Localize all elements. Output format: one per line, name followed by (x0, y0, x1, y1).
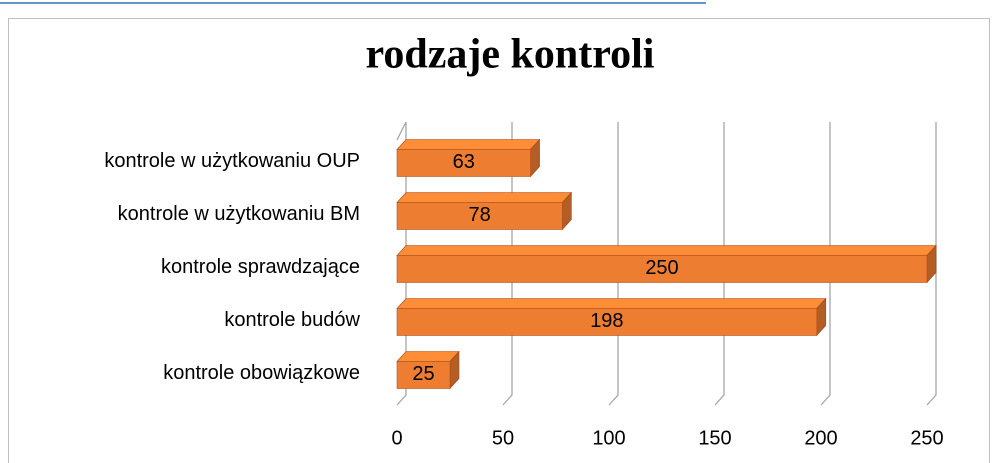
y-tick-label: kontrole w użytkowaniu BM (118, 203, 360, 225)
bar-value-label: 25 (412, 363, 434, 385)
x-tick-label: 100 (592, 427, 625, 449)
grid-line (820, 122, 831, 406)
chart-border (8, 18, 990, 463)
grid-line (608, 122, 619, 406)
grid-line (926, 122, 937, 406)
bar-value-label: 63 (453, 151, 475, 173)
x-tick-label: 50 (492, 427, 514, 449)
x-tick-label: 0 (391, 427, 402, 449)
y-tick-label: kontrole budów (224, 309, 360, 331)
bar (396, 361, 451, 389)
bar (396, 255, 928, 283)
bar-top (396, 351, 460, 362)
grid (396, 121, 937, 406)
y-tick-label: kontrole obowiązkowe (163, 362, 360, 384)
x-tick-label: 250 (910, 427, 943, 449)
chart-title: rodzaje kontroli (366, 32, 655, 78)
bar (396, 149, 531, 177)
y-tick-label: kontrole w użytkowaniu OUP (104, 150, 360, 172)
bar (396, 308, 818, 336)
bar-top (396, 192, 573, 203)
x-tick-label: 150 (698, 427, 731, 449)
bar (396, 202, 563, 230)
x-tick-label: 200 (804, 427, 837, 449)
bar-value-label: 78 (469, 204, 491, 226)
bar-top (396, 298, 827, 309)
bar-value-label: 198 (590, 310, 623, 332)
bar-value-label: 250 (645, 257, 678, 279)
bar-top (396, 139, 541, 150)
bars: 63 78 250 198 25 (396, 138, 937, 390)
bar-top (396, 245, 937, 256)
grid-line (714, 122, 725, 406)
y-tick-label: kontrole sprawdzające (161, 256, 360, 278)
